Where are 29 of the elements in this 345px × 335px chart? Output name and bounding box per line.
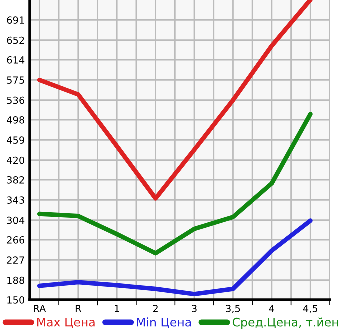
y-tick-label: 691: [7, 16, 24, 24]
y-tick-label: 304: [7, 216, 25, 224]
y-tick-label: 266: [7, 236, 25, 244]
y-tick-label: 188: [8, 276, 24, 284]
line-series: [37, 218, 313, 297]
y-tick-label: 652: [7, 36, 24, 44]
y-tick-label: 459: [7, 136, 24, 144]
y-tick-label: 536: [7, 96, 25, 104]
y-tick-label: 382: [7, 176, 24, 184]
legend-label: Сред.Цена, т.йен: [232, 318, 338, 330]
x-tick-label: R: [76, 305, 82, 312]
x-tick-label: 1: [115, 305, 120, 312]
x-tick-label: 2: [153, 305, 158, 312]
y-tick-label: 575: [7, 76, 24, 84]
y-tick-label: 150: [8, 296, 24, 304]
legend-label: Min Цена: [137, 318, 192, 328]
legend-label: Max Цена: [38, 318, 95, 328]
x-tick-label: 3: [192, 305, 197, 312]
y-tick-label: 227: [7, 256, 24, 264]
y-tick-label: 343: [7, 196, 24, 204]
y-tick-label: 420: [7, 156, 24, 164]
x-tick-label: 4,5: [303, 305, 318, 314]
y-tick-label: 498: [7, 116, 24, 124]
x-tick-label: 3,5: [226, 305, 240, 314]
line-series: [37, 112, 313, 256]
y-tick-label: 614: [7, 56, 25, 64]
x-tick-label: 4: [269, 305, 274, 312]
line-series: [37, 0, 313, 201]
x-tick-label: RA: [34, 305, 46, 312]
